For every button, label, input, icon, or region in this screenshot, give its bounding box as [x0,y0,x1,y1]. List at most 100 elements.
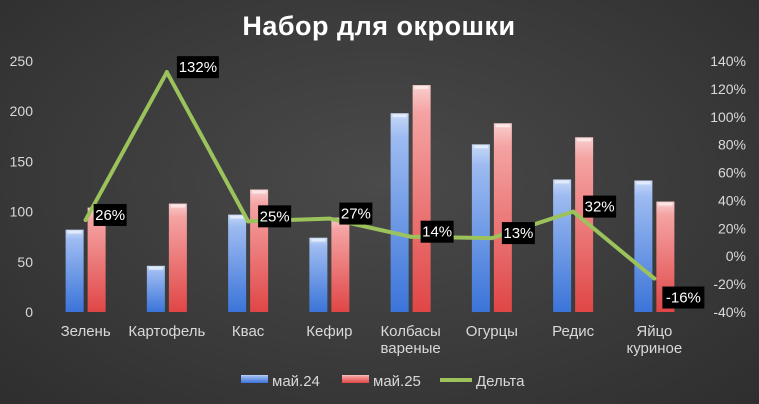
bar-cap [148,266,163,270]
data-label: 27% [341,206,371,223]
data-label-box [176,56,219,79]
bar-may25 [168,203,187,312]
category-label: Колбасы вареные [380,323,440,357]
category-label-line: Зелень [61,323,111,340]
data-label: -16% [666,290,701,307]
data-label-box [662,286,705,309]
delta-point [164,70,169,75]
delta-point [571,209,576,214]
bar-may24 [146,265,165,312]
data-label: 25% [260,208,290,225]
right-tick-label: 40% [718,192,746,208]
category-label: Квас [232,323,265,340]
delta-line [83,70,657,281]
data-label: 13% [503,225,533,242]
bar-cap [230,215,245,219]
bar-cap [555,180,570,184]
right-tick-label: -20% [713,276,746,292]
category-label-line: куриное [626,340,682,357]
data-label: 132% [179,59,217,76]
delta-point [489,236,494,241]
data-label-box [583,195,617,218]
right-tick-label: 0% [726,248,746,264]
delta-point [408,234,413,239]
category-label-line: Колбасы [380,323,440,340]
bar-cap [577,138,592,142]
bar-may25 [656,201,675,312]
left-tick-label: 100 [10,204,34,220]
legend-swatch-may25 [342,375,369,383]
bar-cap [67,230,82,234]
category-label: Картофель [128,323,205,340]
category-label: Кефир [306,323,352,340]
right-axis: -40% -20% 0% 20% 40% 60% 80% 100% 120% 140% [710,53,746,320]
bar-cap [311,238,326,242]
delta-point [246,219,251,224]
category-label-line: вареные [381,340,441,357]
bar-may25 [575,137,594,312]
right-tick-label: -40% [713,304,746,320]
data-label-box [339,202,373,225]
category-label-line: Квас [232,323,265,340]
left-tick-label: 250 [10,53,34,69]
legend-label-delta: Дельта [476,373,525,390]
category-label: Огурцы [466,323,518,340]
category-label: Яйцо куриное [626,323,682,357]
line-series [83,70,657,281]
data-label: 26% [95,207,125,224]
bar-cap [636,181,651,185]
legend-label-may25: май.25 [373,373,421,390]
delta-point [83,217,88,222]
bar-may24 [309,237,328,312]
data-label: 14% [422,224,452,241]
left-tick-label: 0 [25,304,33,320]
category-label: Редис [552,323,594,340]
left-axis: 0 50 100 150 200 250 [10,53,34,320]
category-label: Зелень [61,323,111,340]
bar-cap [495,124,510,128]
right-tick-label: 60% [718,165,746,181]
left-tick-label: 200 [10,103,34,119]
left-tick-label: 50 [17,254,33,270]
bar-cap [658,202,673,206]
delta-point [327,216,332,221]
category-label-line: Кефир [306,323,352,340]
bar-may25 [87,207,106,312]
bar-may24 [471,144,490,312]
chart-title: Набор для окрошки [242,11,515,41]
bar-cap [414,86,429,90]
right-tick-label: 100% [710,109,746,125]
bar-cap [252,190,267,194]
category-label-line: Яйцо [636,323,672,340]
bar-may24 [390,113,409,312]
category-label-line: Редис [552,323,594,340]
data-label-box [420,220,454,243]
delta-point [652,276,657,281]
legend: май.24 май.25 Дельта [241,373,525,390]
right-tick-label: 80% [718,137,746,153]
data-labels: 26% 132% 25% 27% 14% 13% 32% -16% [93,56,705,309]
bar-series [65,85,675,312]
bar-cap [392,114,407,118]
bar-may24 [634,180,653,312]
right-tick-label: 120% [710,81,746,97]
bar-may24 [65,229,84,312]
legend-swatch-may24 [241,375,268,383]
category-label-line: Картофель [128,323,205,340]
bar-may24 [228,214,247,312]
right-tick-label: 140% [710,53,746,69]
legend-label-may24: май.24 [272,373,320,390]
category-labels: Зелень Картофель Квас Кефир Колбасы вареные Ог… [61,323,683,357]
left-tick-label: 150 [10,153,34,169]
bar-may25 [331,217,350,312]
right-tick-label: 20% [718,220,746,236]
data-label-box [93,203,127,226]
bar-may25 [412,85,431,312]
category-label-line: Огурцы [466,323,518,340]
bar-may25 [493,123,512,312]
bar-cap [473,145,488,149]
data-label: 32% [585,199,615,216]
data-label-box [258,205,292,228]
bar-cap [170,204,185,208]
